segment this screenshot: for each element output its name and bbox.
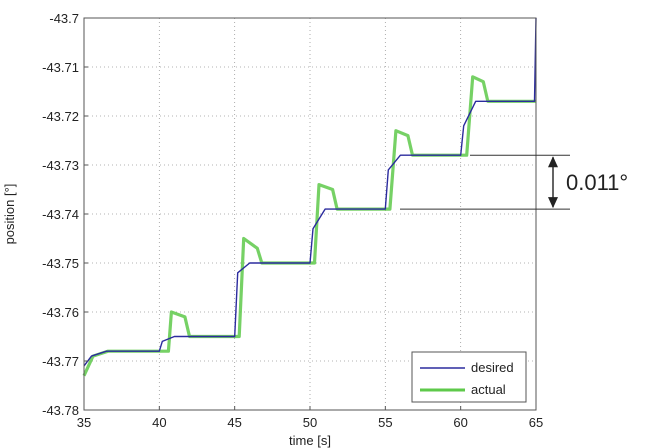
y-tick-label: -43.72 [42, 109, 79, 124]
x-axis-title: time [s] [289, 433, 331, 448]
y-axis-title: position [°] [2, 184, 17, 245]
legend-box [411, 351, 527, 403]
y-tick-label: -43.71 [42, 60, 79, 75]
y-tick-label: -43.7 [49, 11, 79, 26]
axis-ticks: 35 40 45 50 55 60 65 -43.7 -43.71 -43.72 -43.73 -43… [42, 11, 543, 430]
series-line-desired [83, 17, 537, 367]
legend: desired actual [411, 351, 527, 403]
x-tick-label: 60 [453, 415, 467, 430]
y-tick-label: -43.75 [42, 256, 79, 271]
x-tick-label: 35 [77, 415, 91, 430]
y-tick-label: -43.74 [42, 207, 79, 222]
x-tick-label: 45 [227, 415, 241, 430]
annotation-label: 0.011° [566, 170, 628, 195]
y-tick-label: -43.77 [42, 354, 79, 369]
x-tick-label: 65 [529, 415, 543, 430]
x-tick-label: 40 [152, 415, 166, 430]
y-tick-label: -43.76 [42, 305, 79, 320]
y-tick-label: -43.78 [42, 403, 79, 418]
annotation-arrowhead-down [548, 197, 558, 209]
x-tick-label: 55 [378, 415, 392, 430]
y-tick-label: -43.73 [42, 158, 79, 173]
series-lines [82, 17, 537, 377]
step-annotation: 0.011° [400, 154, 628, 210]
x-tick-label: 50 [303, 415, 317, 430]
legend-label-desired: desired [471, 360, 514, 375]
legend-label-actual: actual [471, 382, 506, 397]
annotation-arrowhead-up [548, 156, 558, 168]
